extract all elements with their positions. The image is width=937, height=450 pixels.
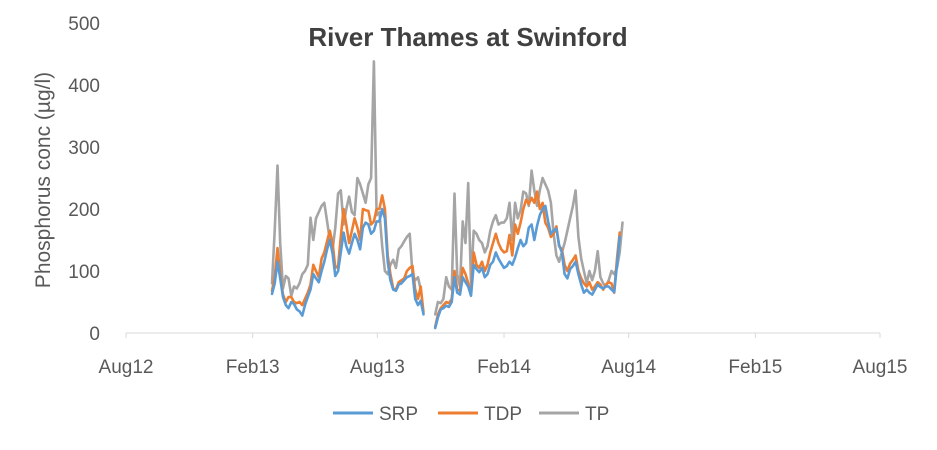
- x-tick-label: Aug15: [853, 357, 908, 378]
- series-line-srp: [270, 207, 425, 317]
- series-line-tdp: [433, 190, 621, 329]
- x-tick-label: Feb13: [226, 357, 280, 378]
- series-line-srp: [433, 204, 621, 330]
- x-tick-label: Feb15: [728, 357, 782, 378]
- series-line-tdp: [270, 194, 425, 314]
- y-tick-label: 500: [68, 14, 100, 35]
- y-tick-label: 100: [68, 262, 100, 283]
- series-line-tp: [270, 60, 422, 298]
- series-lines: [270, 60, 624, 330]
- x-tick-label: Aug12: [99, 357, 154, 378]
- y-tick-label: 200: [68, 200, 100, 221]
- legend-label-tdp: TDP: [484, 404, 522, 425]
- legend-label-tp: TP: [585, 404, 609, 425]
- series-line-tp: [433, 169, 624, 316]
- y-tick-label: 0: [89, 324, 100, 345]
- x-tick-label: Aug13: [350, 357, 405, 378]
- legend: SRP TDP TP: [333, 404, 609, 425]
- legend-label-srp: SRP: [379, 404, 418, 425]
- y-axis-ticks: 0 100 200 300 400 500: [68, 14, 100, 345]
- x-tick-label: Aug14: [601, 357, 656, 378]
- y-axis-label: Phosphorus conc (µg/l): [32, 72, 55, 288]
- chart-title: River Thames at Swinford: [308, 22, 627, 52]
- x-axis-ticks: Aug12 Feb13 Aug13 Feb14 Aug14 Feb15 Aug15: [99, 333, 908, 378]
- y-tick-label: 400: [68, 76, 100, 97]
- y-tick-label: 300: [68, 138, 100, 159]
- x-tick-label: Feb14: [477, 357, 531, 378]
